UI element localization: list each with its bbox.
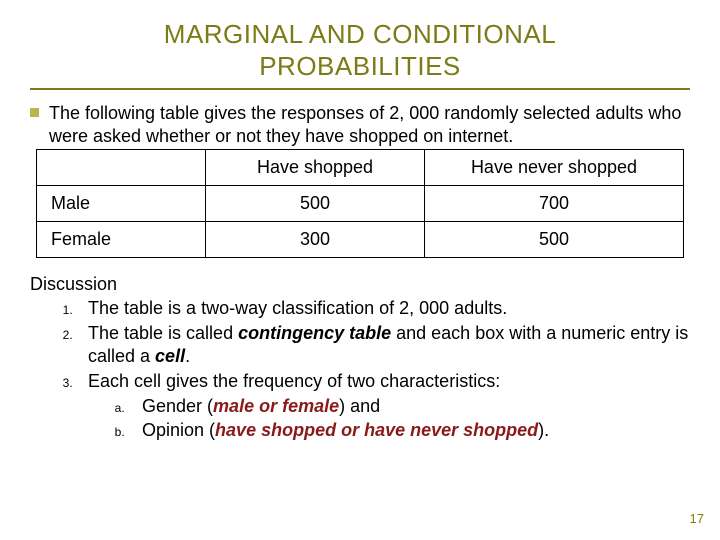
discussion-item-1: The table is a two-way classification of… <box>76 297 690 320</box>
cell-female-never: 500 <box>425 222 684 258</box>
subb-post: ). <box>538 420 549 440</box>
row-label-male: Male <box>37 186 206 222</box>
suba-post: ) and <box>339 396 380 416</box>
table-header-never: Have never shopped <box>425 150 684 186</box>
title-line-1: MARGINAL AND CONDITIONAL <box>30 18 690 50</box>
subb-em: have shopped or have never shopped <box>215 420 538 440</box>
subb-pre: Opinion ( <box>142 420 215 440</box>
discussion-list: The table is a two-way classification of… <box>30 297 690 442</box>
suba-pre: Gender ( <box>142 396 213 416</box>
sub-item-b: Opinion (have shopped or have never shop… <box>128 419 690 442</box>
slide-title: MARGINAL AND CONDITIONAL PROBABILITIES <box>30 18 690 82</box>
disc2-em: contingency table <box>238 323 391 343</box>
discussion-sublist: Gender (male or female) and Opinion (hav… <box>88 395 690 442</box>
cell-female-shopped: 300 <box>206 222 425 258</box>
sub-item-a: Gender (male or female) and <box>128 395 690 418</box>
title-underline <box>30 88 690 90</box>
table-header-row: Have shopped Have never shopped <box>37 150 684 186</box>
contingency-table: Have shopped Have never shopped Male 500… <box>36 149 684 258</box>
disc1-text: The table is a two-way classification of… <box>88 298 507 318</box>
slide: MARGINAL AND CONDITIONAL PROBABILITIES T… <box>0 0 720 540</box>
table-row: Female 300 500 <box>37 222 684 258</box>
intro-paragraph: The following table gives the responses … <box>30 102 690 148</box>
square-bullet-icon <box>30 108 39 117</box>
cell-male-never: 700 <box>425 186 684 222</box>
cell-male-shopped: 500 <box>206 186 425 222</box>
disc3-text: Each cell gives the frequency of two cha… <box>88 371 500 391</box>
discussion-item-3: Each cell gives the frequency of two cha… <box>76 370 690 442</box>
table-row: Male 500 700 <box>37 186 684 222</box>
title-line-2: PROBABILITIES <box>30 50 690 82</box>
row-label-female: Female <box>37 222 206 258</box>
discussion-heading: Discussion <box>30 274 690 295</box>
disc2-pre: The table is called <box>88 323 238 343</box>
discussion-item-2: The table is called contingency table an… <box>76 322 690 368</box>
table-header-blank <box>37 150 206 186</box>
disc2-em2: cell <box>155 346 185 366</box>
slide-number: 17 <box>690 511 704 526</box>
intro-text: The following table gives the responses … <box>49 102 690 148</box>
suba-em: male or female <box>213 396 339 416</box>
disc2-post: . <box>185 346 190 366</box>
table-header-shopped: Have shopped <box>206 150 425 186</box>
